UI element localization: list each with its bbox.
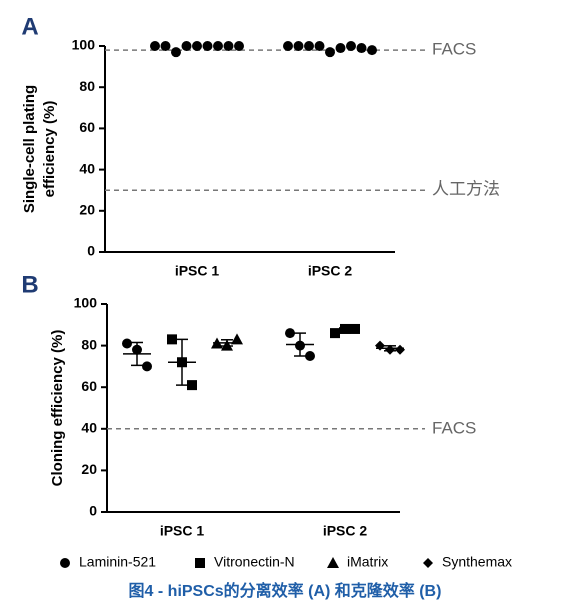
y-tick-label: 60: [81, 378, 97, 394]
y-tick-label: 20: [81, 461, 97, 477]
marker: [142, 361, 152, 372]
marker: [356, 43, 367, 54]
marker: [335, 43, 346, 54]
y-tick-label: 80: [79, 78, 95, 94]
reference-label: FACS: [432, 418, 476, 437]
y-tick-label: 40: [79, 160, 95, 176]
marker: [167, 334, 177, 345]
marker: [187, 380, 197, 391]
x-tick-label: iPSC 1: [160, 523, 205, 539]
marker: [375, 340, 385, 351]
y-axis-label: Single-cell plating: [21, 85, 38, 213]
x-tick-label: iPSC 1: [175, 263, 220, 279]
marker: [395, 344, 405, 355]
marker: [423, 558, 433, 568]
y-tick-label: 0: [89, 503, 97, 519]
legend-label: Laminin-521: [79, 554, 156, 570]
marker: [350, 323, 360, 334]
x-tick-label: iPSC 2: [323, 523, 368, 539]
marker: [181, 41, 192, 51]
panel-label: B: [21, 271, 38, 298]
legend-label: Synthemax: [442, 554, 512, 570]
marker: [314, 41, 325, 51]
y-tick-label: 0: [87, 243, 95, 259]
marker: [285, 328, 295, 339]
marker: [223, 41, 234, 51]
marker: [283, 41, 293, 51]
marker: [150, 41, 160, 51]
marker: [122, 338, 132, 349]
caption: 图4 - hiPSCs的分离效率 (A) 和克隆效率 (B): [129, 581, 442, 600]
y-axis-label: Cloning efficiency (%): [49, 330, 66, 487]
marker: [195, 558, 205, 568]
marker: [304, 41, 314, 51]
legend-label: iMatrix: [347, 554, 388, 570]
marker: [60, 558, 70, 568]
x-tick-label: iPSC 2: [308, 263, 353, 279]
marker: [192, 41, 202, 51]
y-tick-label: 40: [81, 420, 97, 436]
marker: [293, 41, 304, 51]
y-tick-label: 100: [72, 37, 96, 53]
marker: [202, 41, 213, 51]
y-tick-label: 60: [79, 119, 95, 135]
marker: [330, 328, 340, 339]
marker: [160, 41, 171, 51]
y-axis-label: efficiency (%): [41, 101, 58, 198]
panel-label: A: [21, 13, 38, 40]
marker: [305, 351, 315, 361]
marker: [327, 557, 339, 568]
marker: [367, 45, 377, 56]
legend-label: Vitronectin-N: [214, 554, 295, 570]
y-tick-label: 20: [79, 202, 95, 218]
marker: [171, 47, 181, 58]
y-tick-label: 100: [74, 295, 98, 311]
reference-label: 人工方法: [432, 180, 500, 199]
reference-label: FACS: [432, 40, 476, 59]
y-tick-label: 80: [81, 336, 97, 352]
marker: [213, 41, 223, 51]
marker: [346, 41, 356, 51]
marker: [234, 41, 244, 51]
marker: [325, 47, 335, 58]
marker: [231, 333, 243, 345]
